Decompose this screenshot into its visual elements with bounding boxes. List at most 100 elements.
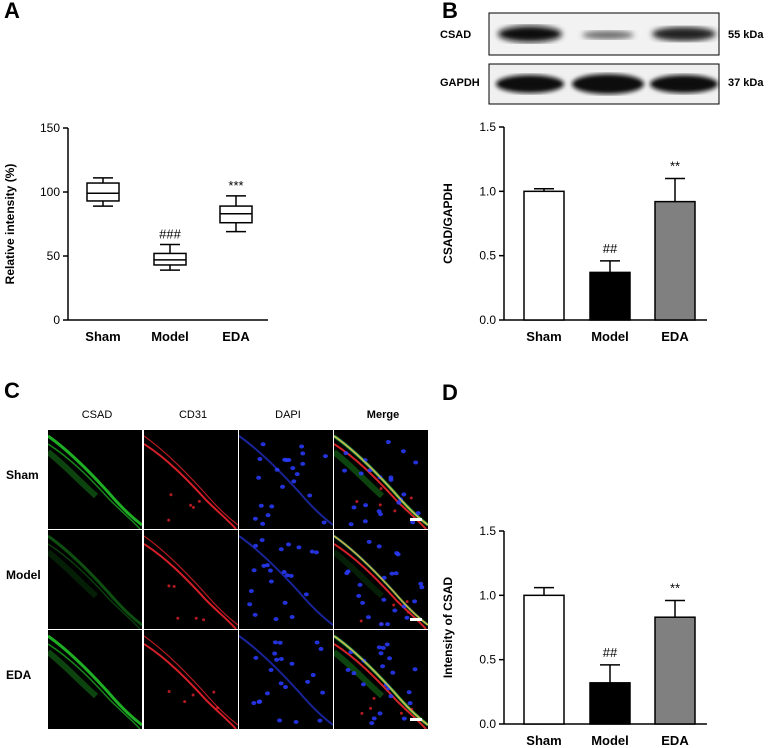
micrograph-dot [405,600,409,604]
micrograph-nucleus [342,468,348,473]
micrograph-nucleus [296,545,302,550]
micrograph-nucleus [299,444,305,449]
micrograph-nucleus [260,521,266,526]
micrograph-nucleus [392,608,398,613]
micrograph-nucleus [381,597,387,602]
micrograph-nucleus [309,549,315,554]
a-box-sham [86,177,120,207]
micrograph-nucleus [258,503,264,508]
micrograph-fiber [334,435,428,526]
a-y-tick-label: 100 [40,185,60,199]
micrograph-nucleus [268,579,274,584]
micrograph-nucleus [378,622,384,627]
micrograph-nucleus [317,718,323,723]
micrograph-fiber [334,543,427,629]
micrograph-nucleus [371,716,377,721]
d-bar-sham [523,594,565,725]
panel-label-c: C [4,378,20,403]
micrograph-nucleus [291,479,297,484]
d-x-tick-label-sham: Sham [526,733,561,748]
micrograph-nucleus [410,520,416,525]
micrograph-dot [212,690,216,694]
micrograph-fiber [334,549,384,599]
micrograph-model-cd31 [144,530,238,629]
micrograph-nucleus [274,657,280,662]
micrograph-nucleus [384,642,390,647]
micrograph-fiber [334,649,384,699]
micrograph-nucleus [400,449,406,454]
micrograph-nucleus [378,651,384,656]
panel-label-d: D [442,380,458,405]
micrograph-nucleus [413,460,419,465]
micrograph-nucleus [264,691,270,696]
micrograph-dot [369,706,373,710]
micrograph-nucleus [256,475,262,480]
micrograph-nucleus [360,600,366,605]
micrograph-nucleus [376,645,382,650]
b-y-axis-label: CSAD/GAPDH [441,183,455,264]
micrograph-nucleus [358,471,364,476]
b-x-tick-label-eda: EDA [661,329,689,344]
micrograph-nucleus [380,664,386,669]
micrograph-nucleus [278,681,284,686]
b-bar-model [589,271,631,321]
micrograph-dot [176,616,180,620]
micrograph-nucleus [369,721,375,726]
micrograph-nucleus [248,589,254,594]
micrograph-dot [202,618,206,622]
panel-label-b: B [442,0,458,23]
micrograph-nucleus [419,585,425,590]
micrograph-nucleus [269,504,275,509]
micrograph-fiber [144,535,238,626]
micrograph-nucleus [313,550,319,555]
micrograph-nucleus [321,520,327,525]
micrograph-nucleus [278,656,284,661]
micrograph-dot [360,711,364,715]
micrograph-dot [183,700,187,704]
micrograph-fiber [239,635,333,726]
micrograph-nucleus [360,682,366,687]
micrograph-fiber [334,643,427,729]
micrograph-nucleus [393,571,399,576]
micrograph-nucleus [387,656,393,661]
d-x-tick-label-eda: EDA [661,733,689,748]
micro-row-label-sham: Sham [6,468,39,482]
micrograph-dot [194,616,198,620]
d-bar-model [589,682,631,725]
chart-a-relative-intensity: 0 50 100 150 Relative intensity (%) Sham ### Mo… [3,121,268,344]
micrograph-nucleus [385,622,391,627]
micrograph-sham-cd31 [144,430,238,529]
micrograph-nucleus [377,711,383,716]
micro-col-label-cd31: CD31 [178,409,208,421]
micrograph-nucleus [415,511,421,516]
a-box-rect [86,182,120,202]
micrograph-nucleus [351,671,357,676]
micrograph-sham-csad [48,430,142,529]
blot-band-csad-sham [498,26,562,42]
blot-band-gapdh-sham [496,75,564,93]
micrograph-fiber [48,549,98,599]
micrograph-nucleus [388,477,394,482]
micro-col-label-csad: CSAD [81,409,113,421]
micrograph-nucleus [267,568,273,573]
micrograph-sham-dapi [239,430,333,529]
micrograph-nucleus [260,442,266,447]
micrograph-fiber [334,635,428,726]
micrograph-fiber [48,443,141,529]
micrograph-model-csad [48,530,142,629]
micrograph-nucleus [348,522,354,527]
micrograph-dot [399,711,403,715]
micrograph-nucleus [378,512,384,517]
micrograph-dot [167,584,171,588]
micrograph-nucleus [253,655,259,660]
d-annotation-eda: ** [670,580,680,595]
micrograph-nucleus [396,500,402,505]
d-y-tick-label: 1.5 [479,524,496,538]
micrograph-nucleus [272,651,278,656]
blot-band-gapdh-eda [650,75,718,93]
micrograph-nucleus [365,615,371,620]
micrograph-nucleus [252,612,258,617]
chart-d-intensity-csad: 0.0 0.5 1.0 1.5 Intensity of CSAD Sham ## Model… [441,524,707,748]
micrograph-dot [372,696,376,700]
micrograph-fiber [239,435,333,526]
